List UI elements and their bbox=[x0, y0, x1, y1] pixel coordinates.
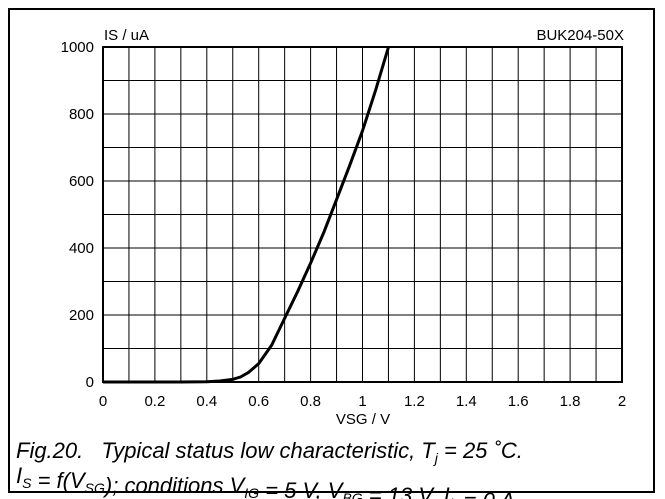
caption-subscript: SG bbox=[85, 480, 105, 496]
x-axis-label: VSG / V bbox=[336, 411, 390, 428]
plot-border bbox=[102, 46, 623, 383]
series-line bbox=[103, 46, 390, 384]
x-tick-label: 0.4 bbox=[196, 393, 217, 410]
caption-line-1: Fig.20. Typical status low characteristi… bbox=[16, 438, 523, 466]
y-tick-label: 0 bbox=[86, 374, 94, 391]
x-tick-label: 0.8 bbox=[300, 393, 321, 410]
caption-text: = f(V bbox=[31, 468, 87, 493]
y-tick-label: 800 bbox=[69, 106, 94, 123]
caption-text: = 13 V, I bbox=[363, 483, 450, 499]
y-tick-label: 200 bbox=[69, 307, 94, 324]
x-tick-label: 1.6 bbox=[508, 393, 529, 410]
caption-text: I bbox=[16, 463, 22, 488]
caption-text: = 5 V, V bbox=[259, 478, 345, 499]
y-tick-label: 1000 bbox=[61, 39, 94, 56]
device-label: BUK204-50X bbox=[536, 27, 624, 44]
caption-text: ); conditions V bbox=[102, 473, 247, 498]
x-tick-labels: 0 0.2 0.4 0.6 0.8 1 1.2 1.4 1.6 1.8 2 bbox=[99, 393, 626, 410]
y-tick-label: 400 bbox=[69, 240, 94, 257]
x-tick-label: 0.6 bbox=[248, 393, 269, 410]
caption-subscript: S bbox=[22, 475, 32, 491]
caption-subscript: L bbox=[450, 495, 458, 499]
caption-subscript: BG bbox=[342, 490, 362, 499]
caption-line-2: IS = f(VSG); conditions VIG = 5 V, VBG =… bbox=[16, 463, 515, 499]
caption-title-tail: = 25 ˚C. bbox=[438, 438, 523, 463]
x-tick-label: 1 bbox=[358, 393, 366, 410]
x-tick-label: 1.8 bbox=[560, 393, 581, 410]
x-tick-label: 1.4 bbox=[456, 393, 477, 410]
y-tick-label: 600 bbox=[69, 173, 94, 190]
y-axis-label: IS / uA bbox=[104, 27, 149, 44]
x-tick-label: 0 bbox=[99, 393, 107, 410]
x-tick-label: 0.2 bbox=[144, 393, 165, 410]
figure-frame bbox=[8, 8, 655, 493]
x-tick-label: 2 bbox=[618, 393, 626, 410]
caption-subscript: IG bbox=[244, 485, 259, 499]
caption-text: = 0 A bbox=[458, 488, 515, 499]
x-tick-label: 1.2 bbox=[404, 393, 425, 410]
caption-title-sub: j bbox=[433, 450, 439, 466]
grid bbox=[103, 47, 622, 382]
caption-fig-number: Fig.20. bbox=[16, 438, 83, 463]
caption-title: Typical status low characteristic, T bbox=[101, 438, 436, 463]
y-tick-labels: 0 200 400 600 800 1000 bbox=[61, 39, 94, 391]
